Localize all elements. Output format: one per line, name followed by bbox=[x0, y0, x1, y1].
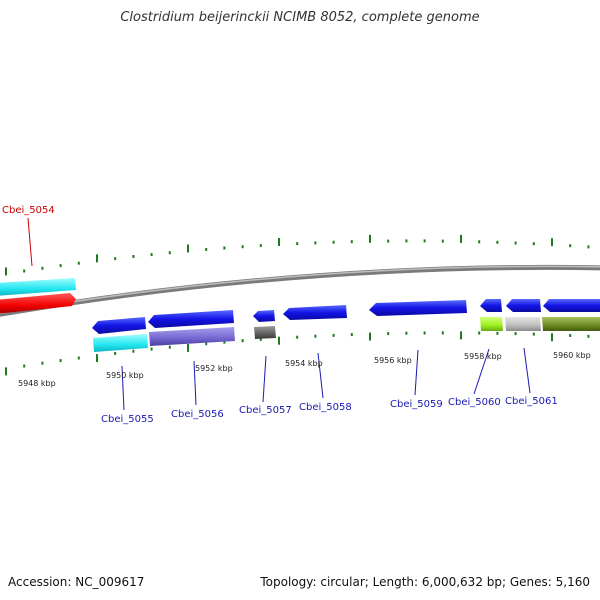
leader-cbei-5060 bbox=[473, 348, 490, 395]
leader-cbei-5059 bbox=[414, 349, 419, 396]
gene-label-cbei-5055[interactable]: Cbei_5055 bbox=[101, 414, 154, 425]
gene-arrow-cbei-5061[interactable] bbox=[506, 299, 541, 312]
scale-label-5948: 5948 kbp bbox=[18, 379, 56, 388]
gene-arrow-next[interactable] bbox=[543, 299, 600, 312]
cog-bar-next bbox=[542, 317, 600, 331]
leader-cbei-5056 bbox=[193, 360, 197, 406]
leader-cbei-5057 bbox=[262, 355, 267, 403]
gene-label-cbei-5057[interactable]: Cbei_5057 bbox=[239, 405, 292, 416]
scale-label-5956: 5956 kbp bbox=[374, 356, 412, 365]
cog-bar-cbei-5060 bbox=[480, 317, 503, 331]
gene-label-cbei-5060[interactable]: Cbei_5060 bbox=[448, 397, 501, 408]
leader-cbei-5061 bbox=[523, 347, 531, 394]
cog-bar-cbei-5056 bbox=[149, 327, 235, 346]
map-title: Clostridium beijerinckii NCIMB 8052, com… bbox=[120, 10, 480, 25]
gene-label-cbei-5058[interactable]: Cbei_5058 bbox=[299, 402, 352, 413]
scale-label-5960: 5960 kbp bbox=[553, 351, 591, 360]
gene-arrow-cbei-5060[interactable] bbox=[480, 299, 502, 312]
gene-arrow-cbei-5057[interactable] bbox=[253, 310, 275, 322]
scale-label-5954: 5954 kbp bbox=[285, 359, 323, 368]
leader-cbei-5055 bbox=[121, 365, 125, 411]
accession-text: Accession: NC_009617 bbox=[8, 575, 145, 589]
cog-bar-cbei-5054 bbox=[0, 278, 76, 296]
scale-label-5958: 5958 kbp bbox=[464, 352, 502, 361]
genome-summary-text: Topology: circular; Length: 6,000,632 bp… bbox=[260, 575, 590, 589]
scale-label-5950: 5950 kbp bbox=[106, 371, 144, 380]
scale-label-5952: 5952 kbp bbox=[195, 364, 233, 373]
cog-bar-cbei-5061 bbox=[505, 317, 541, 331]
gene-arrow-cbei-5056[interactable] bbox=[148, 310, 234, 328]
gene-arrow-cbei-5058[interactable] bbox=[283, 305, 347, 320]
cog-bar-cbei-5057 bbox=[254, 326, 276, 339]
genome-backbone-highlight bbox=[0, 265, 600, 315]
cog-bar-cbei-5055 bbox=[93, 334, 148, 352]
leader-cbei-5058 bbox=[317, 352, 324, 399]
gene-label-cbei-5054[interactable]: Cbei_5054 bbox=[2, 205, 55, 216]
gene-label-cbei-5061[interactable]: Cbei_5061 bbox=[505, 396, 558, 407]
genome-backbone bbox=[0, 264, 600, 317]
leader-cbei-5054 bbox=[27, 217, 33, 267]
gene-label-cbei-5056[interactable]: Cbei_5056 bbox=[171, 409, 224, 420]
gene-arrow-cbei-5059[interactable] bbox=[369, 300, 467, 316]
outer-tick-arc bbox=[5, 234, 590, 276]
gene-arrow-cbei-5055[interactable] bbox=[92, 317, 146, 334]
gene-arrow-cbei-5054[interactable] bbox=[0, 293, 76, 314]
gene-label-cbei-5059[interactable]: Cbei_5059 bbox=[390, 399, 443, 410]
